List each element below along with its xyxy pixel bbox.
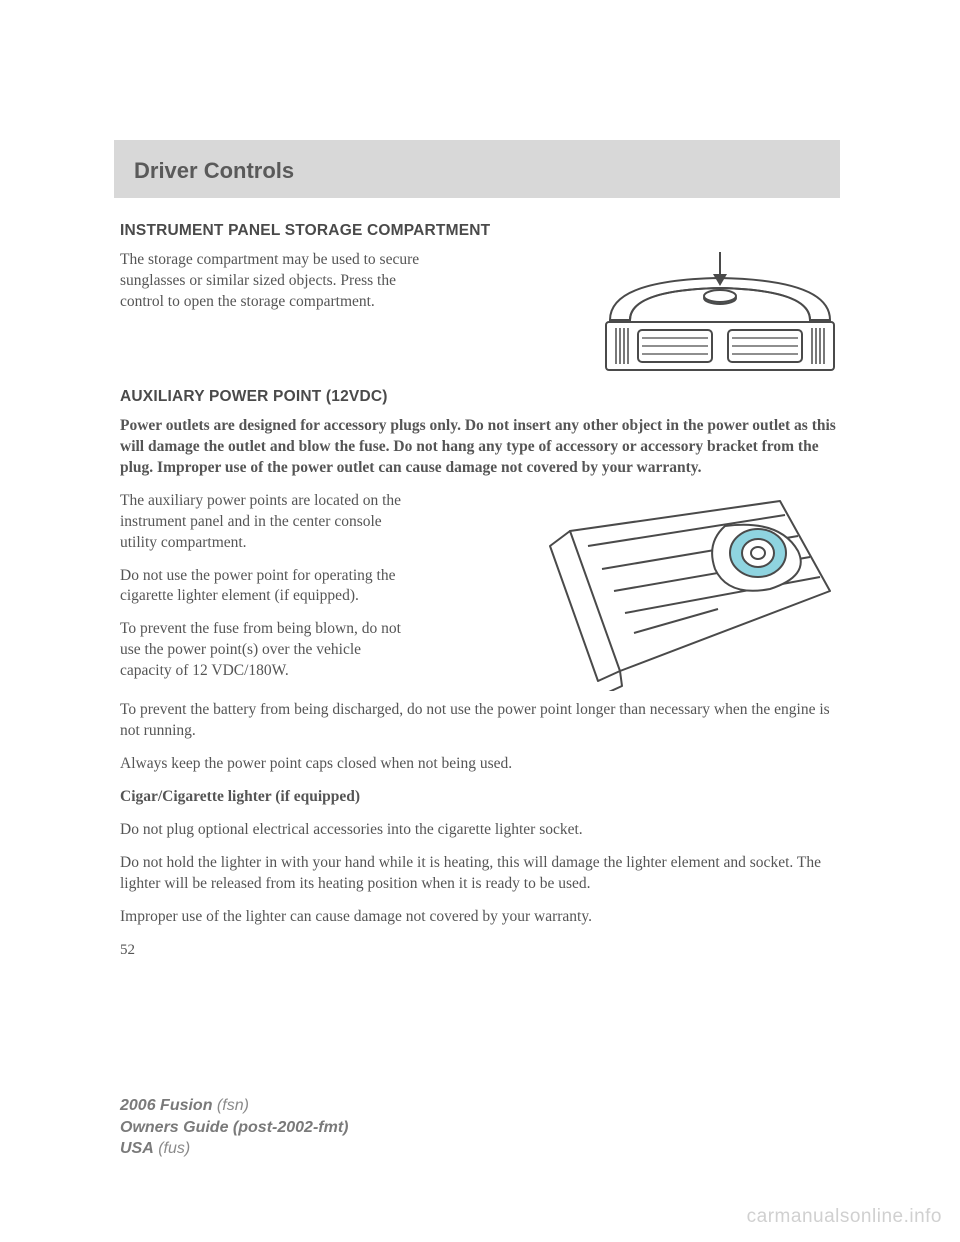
row-storage: The storage compartment may be used to s… (120, 250, 840, 380)
lighter-subheading: Cigar/Cigarette lighter (if equipped) (120, 787, 840, 808)
storage-compartment-illustration (580, 250, 840, 380)
page-content: Driver Controls INSTRUMENT PANEL STORAGE… (0, 0, 960, 959)
powerpoint-warning: Power outlets are designed for accessory… (120, 416, 840, 479)
footer-model: 2006 Fusion (120, 1097, 212, 1114)
footer-region-code: (fus) (154, 1140, 190, 1157)
storage-img-col (440, 250, 840, 380)
storage-text-col: The storage compartment may be used to s… (120, 250, 420, 380)
lighter-para8: Improper use of the lighter can cause da… (120, 907, 840, 928)
pp-para1: The auxiliary power points are located o… (120, 491, 410, 554)
section-header-band: Driver Controls (114, 140, 840, 198)
footer-model-code: (fsn) (212, 1097, 248, 1114)
document-footer: 2006 Fusion (fsn) Owners Guide (post-200… (120, 1095, 348, 1160)
powerpoint-img-col (430, 491, 840, 694)
footer-region: USA (120, 1140, 154, 1157)
pp-para4: To prevent the battery from being discha… (120, 700, 840, 742)
pp-para2: Do not use the power point for operating… (120, 566, 410, 608)
heading-storage: INSTRUMENT PANEL STORAGE COMPARTMENT (120, 222, 840, 240)
lighter-para6: Do not plug optional electrical accessor… (120, 820, 840, 841)
power-point-illustration (530, 491, 840, 691)
watermark: carmanualsonline.info (747, 1206, 942, 1228)
section-header-title: Driver Controls (134, 158, 820, 184)
page-number: 52 (120, 942, 840, 959)
pp-para3: To prevent the fuse from being blown, do… (120, 619, 410, 682)
storage-para: The storage compartment may be used to s… (120, 250, 420, 313)
footer-line1: 2006 Fusion (fsn) (120, 1095, 348, 1117)
heading-powerpoint: AUXILIARY POWER POINT (12VDC) (120, 388, 840, 406)
powerpoint-text-col: The auxiliary power points are located o… (120, 491, 410, 694)
lighter-para7: Do not hold the lighter in with your han… (120, 853, 840, 895)
footer-line3: USA (fus) (120, 1138, 348, 1160)
row-powerpoint: The auxiliary power points are located o… (120, 491, 840, 694)
pp-para5: Always keep the power point caps closed … (120, 754, 840, 775)
footer-guide: Owners Guide (post-2002-fmt) (120, 1117, 348, 1139)
